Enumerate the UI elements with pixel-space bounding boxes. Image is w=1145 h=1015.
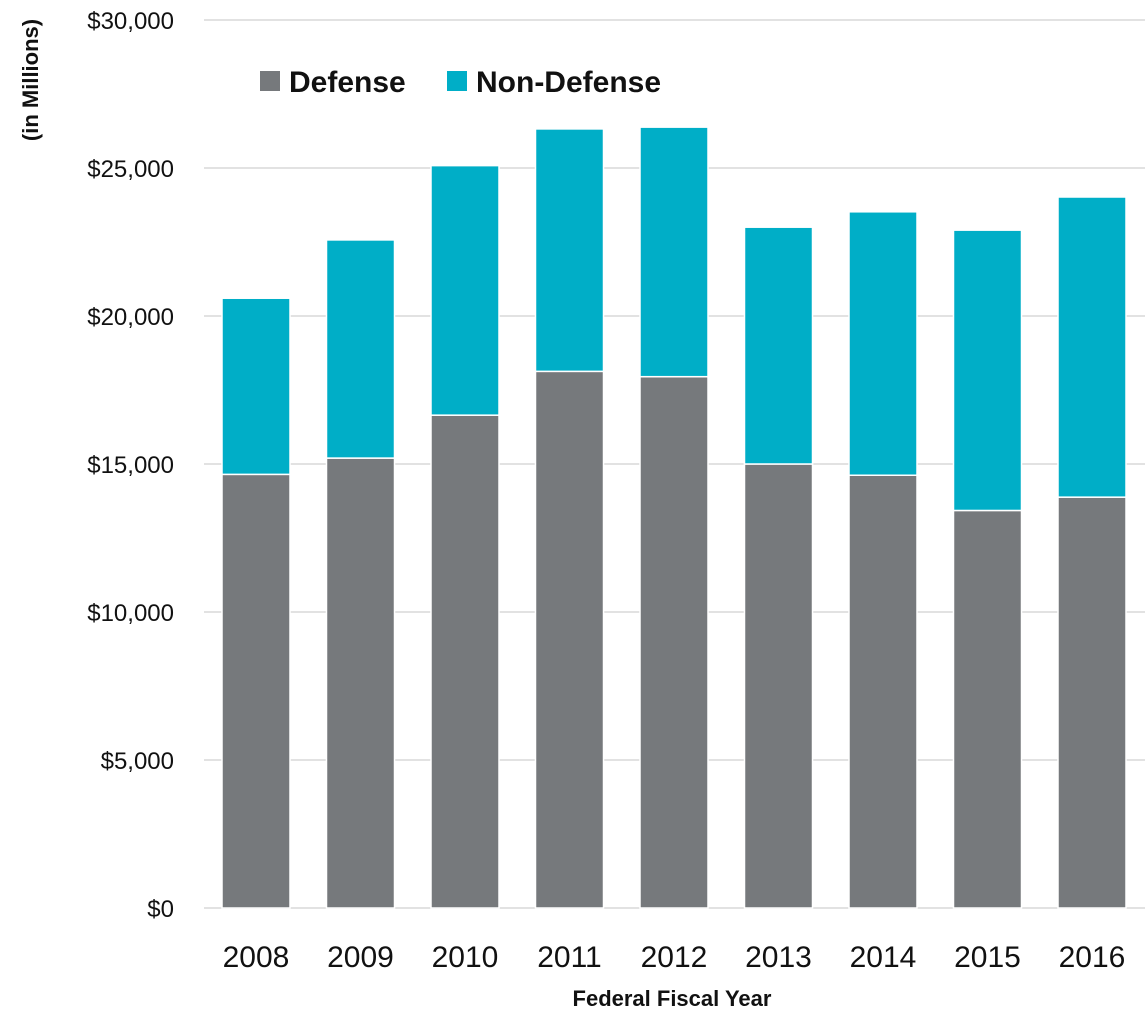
y-tick-label: $20,000 — [87, 304, 174, 331]
bar-non-defense-2014 — [848, 211, 918, 476]
bar-defense-2008 — [221, 473, 291, 909]
bar-non-defense-2016 — [1057, 196, 1127, 498]
x-axis-ticks: 2008 2009 2010 2011 2012 2013 2014 2015 2016 — [223, 941, 1126, 974]
legend-swatch-defense — [260, 71, 280, 91]
y-tick-label: $25,000 — [87, 156, 174, 183]
bar-non-defense-2009 — [325, 239, 396, 459]
bar-defense-2016 — [1057, 496, 1127, 909]
bar-defense-2014 — [848, 474, 918, 909]
x-tick-label: 2016 — [1059, 941, 1126, 974]
x-tick-label: 2014 — [850, 941, 917, 974]
x-axis-label: Federal Fiscal Year — [573, 986, 772, 1011]
legend: Defense Non-Defense — [260, 66, 661, 99]
bars — [221, 126, 1127, 909]
legend-label-non-defense: Non-Defense — [476, 66, 661, 99]
bar-defense-2015 — [952, 509, 1023, 909]
bar-defense-2010 — [430, 414, 500, 909]
bar-defense-2013 — [743, 463, 814, 909]
x-tick-label: 2015 — [954, 941, 1021, 974]
y-tick-label: $0 — [147, 896, 174, 923]
bar-defense-2011 — [534, 370, 605, 909]
x-tick-label: 2011 — [537, 941, 602, 974]
bar-non-defense-2008 — [221, 297, 291, 476]
bar-non-defense-2010 — [430, 164, 500, 416]
bar-non-defense-2012 — [639, 126, 709, 378]
y-tick-label: $15,000 — [87, 452, 174, 479]
bar-defense-2012 — [639, 375, 709, 909]
legend-label-defense: Defense — [289, 66, 406, 99]
x-tick-label: 2009 — [327, 941, 394, 974]
x-tick-label: 2013 — [745, 941, 812, 974]
bar-non-defense-2015 — [952, 229, 1023, 512]
y-axis-label: (in Millions) — [18, 19, 43, 141]
x-tick-label: 2010 — [432, 941, 499, 974]
bar-defense-2009 — [325, 457, 396, 909]
y-tick-label: $5,000 — [101, 748, 174, 775]
x-tick-label: 2008 — [223, 941, 290, 974]
y-axis-ticks: $0 $5,000 $10,000 $15,000 $20,000 $25,000 $30,… — [87, 8, 174, 923]
legend-swatch-non-defense — [447, 71, 467, 91]
x-tick-label: 2012 — [641, 941, 708, 974]
bar-non-defense-2011 — [534, 128, 605, 373]
bar-non-defense-2013 — [743, 226, 814, 465]
y-tick-label: $10,000 — [87, 600, 174, 627]
y-tick-label: $30,000 — [87, 8, 174, 35]
